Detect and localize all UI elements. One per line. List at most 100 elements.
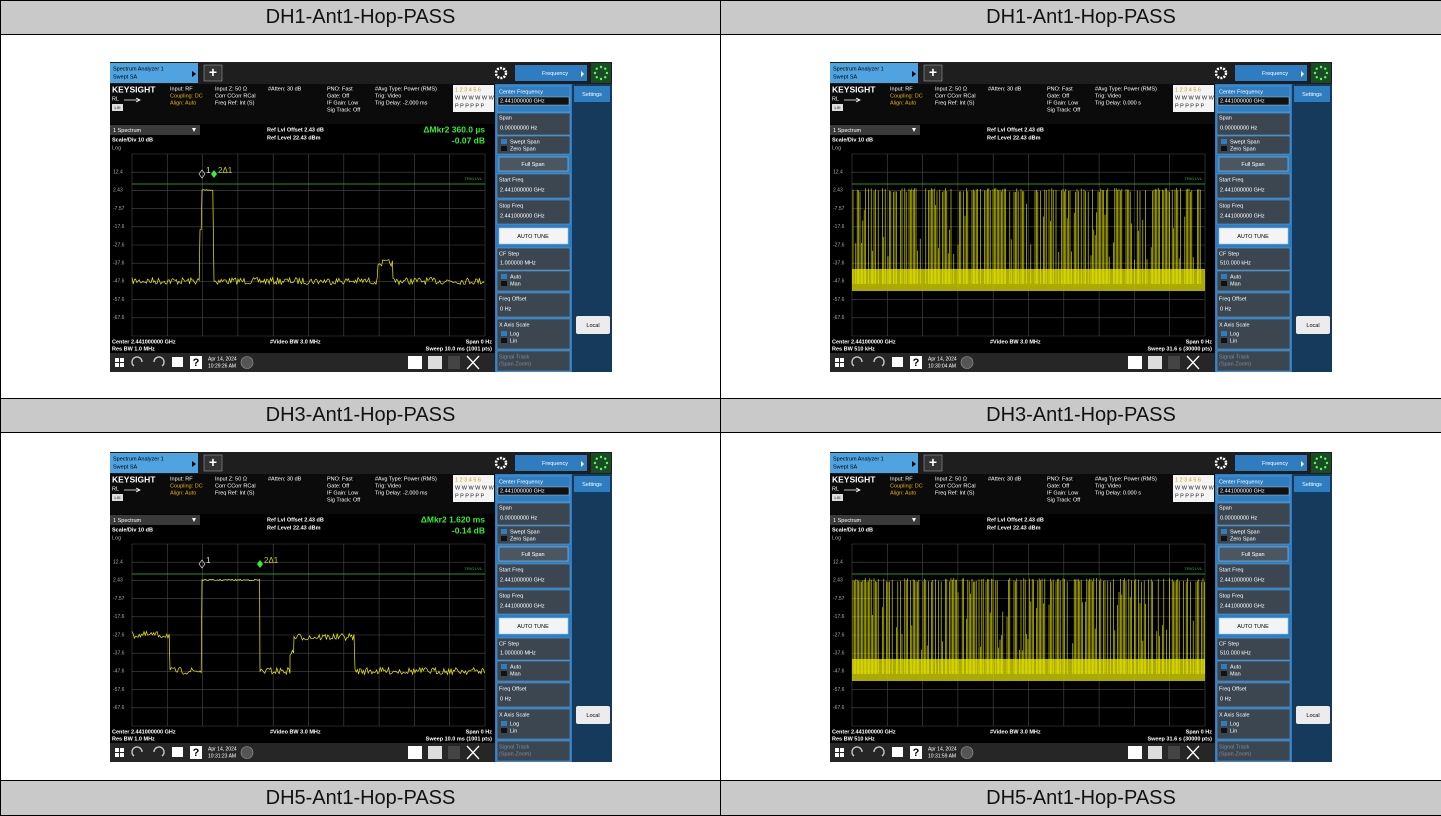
rbw-status: Res BW 510 kHz	[832, 346, 875, 352]
tab-title: Spectrum Analyzer 1	[113, 456, 164, 462]
trace-status: 1 2 3 4 5 6	[455, 87, 481, 93]
toggle-on	[501, 529, 507, 534]
marker-value: -0.14 dB	[451, 525, 484, 535]
menu-option: Auto	[510, 274, 521, 280]
y-label: 12.4	[833, 169, 843, 175]
menu-value: 0.00000000 Hz	[500, 515, 538, 521]
menu-option: Auto	[1230, 274, 1241, 280]
y-label: -67.6	[113, 705, 125, 711]
control-dot	[1326, 461, 1328, 463]
toggle-on	[1221, 664, 1227, 669]
menu-value: 2.441000000 GHz	[1220, 98, 1265, 104]
sweep-status: Sweep 10.0 ms (1001 pts)	[425, 736, 492, 742]
windows-icon	[840, 753, 844, 757]
menu-label: Stop Freq	[499, 203, 523, 209]
toggle-on	[501, 139, 507, 144]
trigger-level-label: TRIG LVL	[1185, 176, 1203, 181]
toggle-off	[501, 146, 507, 151]
y-label: -57.6	[833, 296, 845, 302]
control-dot	[599, 467, 601, 469]
help-label: ?	[913, 356, 920, 368]
tab-mode: Swept SA	[113, 464, 137, 470]
menu-label: Freq Offset	[499, 686, 527, 692]
input-info: Align: Auto	[890, 100, 916, 106]
y-label: -57.6	[113, 296, 125, 302]
menu-button-label: Full Span	[521, 551, 544, 557]
rl-label: RL	[832, 486, 839, 492]
span-status: Span 0 Hz	[1186, 339, 1213, 345]
trigger-level-label: TRIG LVL	[464, 566, 482, 571]
gate-info: Sig Track: Off	[327, 107, 361, 113]
rl-label: RL	[112, 96, 119, 102]
header-cell: DH3-Ant1-Hop-PASS	[1, 399, 721, 433]
menu-label: X Axis Scale	[1219, 322, 1250, 328]
toggle-off	[1221, 536, 1227, 541]
menu-label: (Span Zoom)	[499, 361, 531, 367]
settings-label: Settings	[582, 481, 602, 487]
menu-label: Start Freq	[499, 177, 523, 183]
control-dot	[595, 76, 597, 78]
control-dot	[595, 457, 597, 459]
ref-offset: Ref Lvl Offset 2.43 dB	[267, 517, 324, 523]
input-info: Freq Ref: Int (S)	[935, 490, 975, 496]
gate-info: IF Gain: Low	[327, 100, 358, 106]
folder-icon	[172, 357, 183, 367]
control-dot	[593, 71, 595, 73]
menu-label: Span	[1219, 505, 1232, 511]
sweep-status: Sweep 10.0 ms (1001 pts)	[425, 346, 492, 352]
menu-option: Swept Span	[1230, 529, 1260, 535]
image-cell: Spectrum Analyzer 1Swept SA+FrequencyKEY…	[1, 433, 721, 781]
scale-label: Scale/Div 10 dB	[112, 137, 153, 143]
toggle-off	[501, 338, 507, 343]
info-row	[830, 474, 1215, 514]
lxi-label: LXI	[834, 494, 840, 499]
control-dot	[604, 466, 606, 468]
trigger-info: Trig: Video	[375, 93, 401, 99]
marker-2-label: 2Δ1	[218, 166, 233, 175]
menu-label: (Span Zoom)	[499, 751, 531, 757]
menu-value: 0 Hz	[500, 696, 512, 702]
input-info: Coupling: DC	[890, 483, 923, 489]
gate-info: Gate: Off	[327, 93, 350, 99]
vbw-status: #Video BW 3.0 MHz	[990, 339, 1041, 345]
local-label: Local	[586, 712, 599, 718]
scale-type: Log	[832, 535, 841, 541]
control-dot	[1320, 77, 1322, 79]
trigger-info: #Avg Type: Power (RMS)	[1095, 476, 1157, 482]
input-info: Input: RF	[170, 476, 193, 482]
vbw-status: #Video BW 3.0 MHz	[270, 339, 321, 345]
grid-icon	[1128, 746, 1142, 759]
trace-status: P P P P P P	[455, 493, 484, 499]
grid-icon	[1128, 356, 1142, 369]
menu-label: CF Step	[499, 251, 519, 257]
y-label: -7.57	[833, 205, 845, 211]
y-label: -17.6	[113, 224, 125, 230]
folder-icon	[172, 747, 183, 757]
sweep-status: Sweep 31.6 s (30000 pts)	[1147, 736, 1212, 742]
menu-option: Auto	[510, 664, 521, 670]
window-label: 1 Spectrum	[833, 127, 862, 133]
control-dot	[595, 466, 597, 468]
trigger-delay: Trig Delay: -2.000 ms	[375, 100, 428, 106]
gate-info: IF Gain: Low	[327, 490, 358, 496]
control-dot	[1326, 71, 1328, 73]
trace-status: W W W W W W	[1175, 95, 1215, 101]
control-dot	[599, 65, 601, 67]
menu-value: 510.000 kHz	[1220, 260, 1251, 266]
input-info: Input Z: 50 Ω	[215, 476, 247, 482]
window-label: 1 Spectrum	[833, 517, 862, 523]
gate-info: IF Gain: Low	[1047, 100, 1078, 106]
trigger-delay: Trig Delay: -2.000 ms	[375, 490, 428, 496]
menu-option: Swept Span	[510, 139, 540, 145]
marker-2-label: 2Δ1	[264, 556, 279, 565]
toggle-off	[501, 536, 507, 541]
help-label: ?	[192, 356, 199, 368]
scale-label: Scale/Div 10 dB	[832, 527, 873, 533]
info-row	[110, 474, 495, 514]
y-label: 2.43	[833, 577, 843, 583]
menu-label: Start Freq	[1219, 567, 1243, 573]
menu-label: X Axis Scale	[499, 322, 530, 328]
menu-label: X Axis Scale	[1219, 712, 1250, 718]
gate-info: Sig Track: Off	[327, 497, 361, 503]
